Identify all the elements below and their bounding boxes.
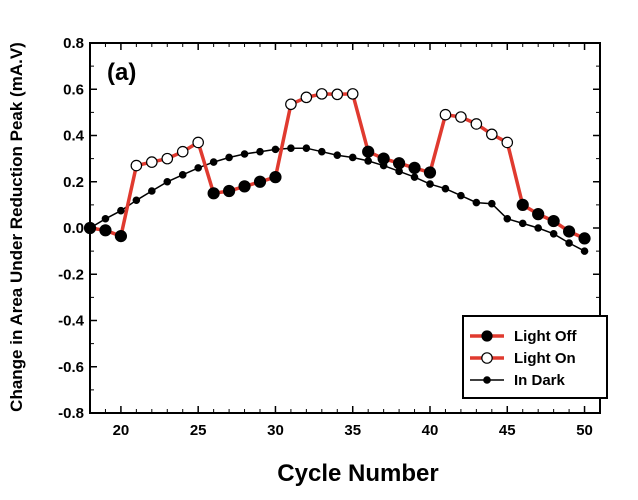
light-off-point bbox=[562, 225, 576, 238]
in-dark-point bbox=[302, 144, 311, 153]
legend-light-on-marker bbox=[481, 352, 493, 364]
light-off-point bbox=[207, 187, 220, 200]
light-off-point bbox=[238, 180, 251, 193]
light-on-point bbox=[346, 88, 359, 100]
y-tick-label: 0.4 bbox=[63, 128, 85, 145]
y-tick-label: 0.6 bbox=[63, 81, 84, 98]
in-dark-point bbox=[178, 171, 187, 179]
y-tick-label: -0.4 bbox=[58, 313, 85, 330]
tick-labels: 20 25 30 35 40 45 50 -0.8 -0.6 -0.4 -0.2 0.0 0.2 0.4 0… bbox=[58, 35, 593, 439]
light-on-point bbox=[146, 156, 158, 168]
panel-label: (a) bbox=[107, 59, 136, 86]
in-dark-point bbox=[287, 144, 295, 153]
in-dark-point bbox=[410, 173, 419, 181]
in-dark-point bbox=[441, 184, 450, 193]
in-dark-point bbox=[472, 198, 481, 207]
light-on-point bbox=[439, 108, 452, 121]
in-dark-point bbox=[101, 214, 110, 223]
light-on-point bbox=[285, 98, 297, 111]
x-tick-label: 35 bbox=[344, 422, 361, 439]
in-dark-point bbox=[426, 180, 434, 188]
x-tick-label: 25 bbox=[190, 422, 207, 439]
light-on-point bbox=[486, 128, 498, 141]
in-dark-point bbox=[348, 153, 357, 162]
x-axis-title: Cycle Number bbox=[277, 460, 438, 487]
in-dark-line bbox=[89, 147, 585, 252]
in-dark-point bbox=[117, 206, 125, 215]
legend-label: Light On bbox=[514, 350, 576, 367]
in-dark-point bbox=[163, 177, 172, 186]
in-dark-point bbox=[271, 145, 280, 154]
in-dark-point bbox=[549, 229, 558, 238]
x-tick-label: 40 bbox=[422, 422, 439, 439]
light-off-point bbox=[408, 161, 421, 174]
in-dark-point bbox=[318, 147, 326, 156]
legend-light-off-marker bbox=[481, 330, 493, 342]
in-dark-point bbox=[132, 196, 141, 205]
y-tick-label: -0.2 bbox=[58, 266, 84, 283]
in-dark-point bbox=[148, 187, 156, 195]
in-dark-point bbox=[518, 219, 527, 228]
plot-series bbox=[83, 88, 591, 255]
light-on-point bbox=[455, 111, 467, 123]
in-dark-point bbox=[256, 147, 264, 156]
light-on-point bbox=[501, 136, 514, 149]
in-dark-point bbox=[565, 239, 573, 247]
light-on-point bbox=[470, 118, 483, 130]
light-on-point bbox=[300, 91, 313, 104]
y-tick-label: -0.6 bbox=[58, 359, 84, 376]
in-dark-point bbox=[364, 157, 372, 165]
light-off-point bbox=[362, 145, 375, 158]
in-dark-point bbox=[488, 199, 496, 208]
y-tick-label: 0.2 bbox=[63, 174, 84, 191]
legend: Light Off Light On In Dark bbox=[462, 315, 608, 399]
light-off-point bbox=[392, 157, 406, 170]
in-dark-point bbox=[534, 224, 542, 232]
light-off-point bbox=[423, 166, 437, 179]
legend-label: Light Off bbox=[514, 328, 577, 345]
in-dark-point bbox=[225, 153, 233, 162]
light-off-point bbox=[516, 198, 529, 211]
light-on-point bbox=[316, 88, 328, 100]
light-off-point bbox=[99, 224, 112, 237]
light-off-point bbox=[377, 152, 390, 165]
light-off-point bbox=[547, 214, 560, 228]
light-off-point bbox=[114, 229, 128, 243]
light-on-point bbox=[192, 136, 204, 149]
light-on-point bbox=[130, 159, 143, 172]
in-dark-point bbox=[580, 247, 589, 255]
plot-frame bbox=[89, 42, 601, 414]
x-tick-label: 50 bbox=[576, 422, 593, 439]
light-on-point bbox=[176, 145, 189, 158]
legend-in-dark-marker bbox=[483, 376, 491, 384]
in-dark-point bbox=[194, 164, 202, 172]
light-on-point bbox=[331, 88, 344, 101]
light-off-point bbox=[532, 208, 545, 221]
in-dark-point bbox=[333, 151, 342, 159]
x-tick-label: 30 bbox=[267, 422, 284, 439]
light-on-point bbox=[161, 152, 174, 165]
light-off-point bbox=[253, 175, 267, 188]
y-tick-label: 0.0 bbox=[63, 220, 84, 237]
y-tick-label: 0.8 bbox=[63, 35, 84, 52]
in-dark-point bbox=[457, 191, 465, 200]
x-tick-label: 45 bbox=[499, 422, 516, 439]
x-tick-label: 20 bbox=[113, 422, 130, 439]
y-tick-label: -0.8 bbox=[58, 405, 84, 422]
y-axis-title: Change in Area Under Reduction Peak (mA.… bbox=[7, 42, 26, 412]
in-dark-point bbox=[395, 167, 403, 176]
light-off-point bbox=[269, 171, 282, 184]
in-dark-point bbox=[503, 214, 512, 223]
light-off-point bbox=[578, 232, 591, 245]
light-off-point bbox=[222, 184, 236, 198]
in-dark-point bbox=[209, 158, 218, 166]
in-dark-point bbox=[240, 150, 249, 158]
legend-label: In Dark bbox=[514, 372, 566, 389]
